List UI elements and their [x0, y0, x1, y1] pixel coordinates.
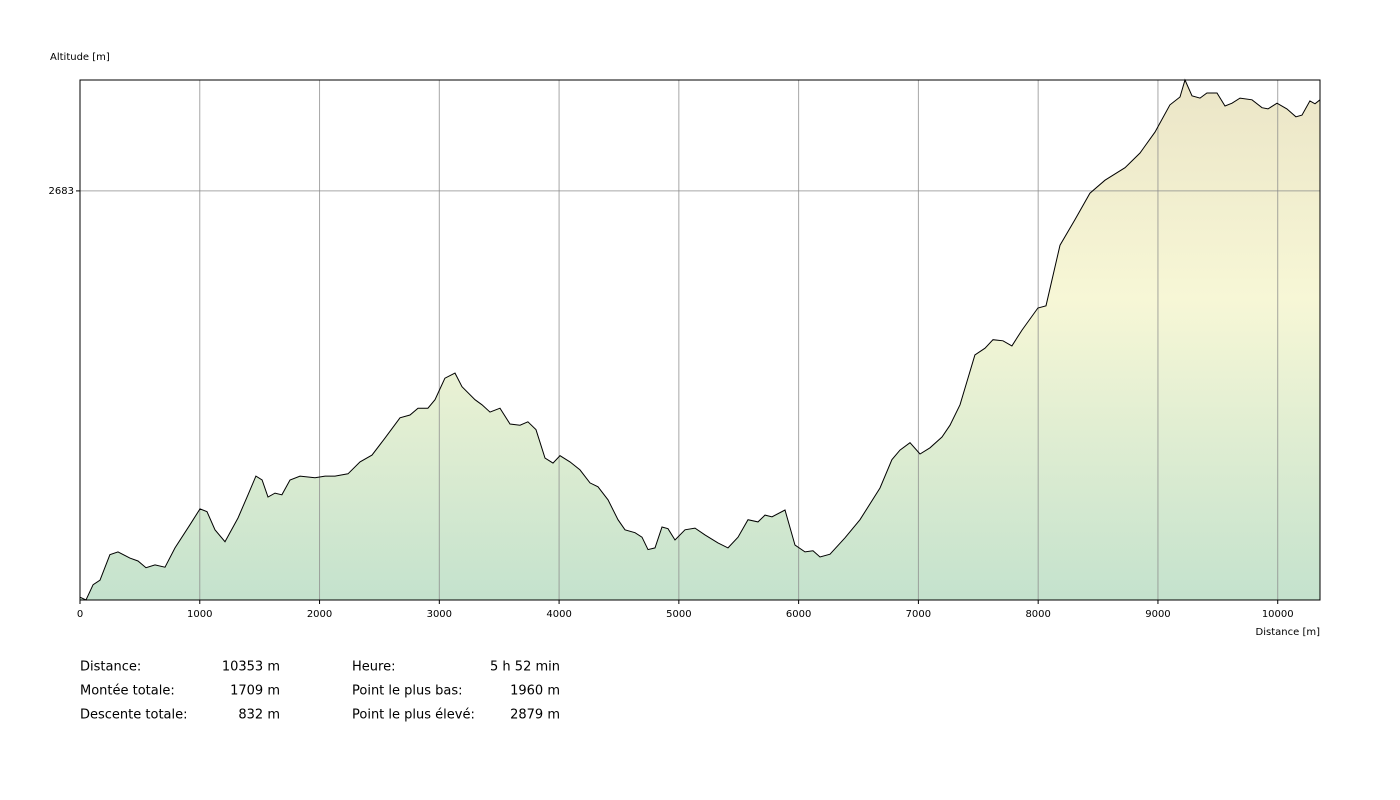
- x-tick-label: 3000: [427, 609, 452, 620]
- stat-value: 10353 m: [222, 660, 280, 675]
- stat-label: Montée totale:: [80, 684, 175, 699]
- stat-value: 1960 m: [510, 684, 560, 699]
- x-tick-label: 0: [77, 609, 83, 620]
- plot-frame: [79, 79, 1321, 601]
- stat-value: 5 h 52 min: [490, 660, 560, 675]
- x-tick-label: 2000: [307, 609, 332, 620]
- x-tick-label: 10000: [1262, 609, 1294, 620]
- profile-line: [79, 78, 1321, 601]
- x-tick-label: 4000: [546, 609, 571, 620]
- area-fill: [80, 80, 1320, 600]
- x-axis-label: Distance [m]: [1256, 627, 1321, 638]
- stat-value: 1709 m: [230, 684, 280, 699]
- x-tick-label: 9000: [1145, 609, 1170, 620]
- x-tick-label: 8000: [1025, 609, 1050, 620]
- stat-label: Heure:: [352, 660, 395, 675]
- x-tick-label: 5000: [666, 609, 691, 620]
- x-tick-label: 7000: [906, 609, 931, 620]
- stat-value: 832 m: [238, 708, 280, 723]
- y-axis-label: Altitude [m]: [50, 52, 110, 63]
- stat-value: 2879 m: [510, 708, 560, 723]
- stat-label: Point le plus bas:: [352, 684, 463, 699]
- x-tick-label: 6000: [786, 609, 811, 620]
- y-tick-label: 2683: [49, 186, 74, 197]
- stat-label: Distance:: [80, 660, 141, 675]
- stat-label: Point le plus élevé:: [352, 708, 475, 723]
- stat-label: Descente totale:: [80, 708, 188, 723]
- x-tick-label: 1000: [187, 609, 212, 620]
